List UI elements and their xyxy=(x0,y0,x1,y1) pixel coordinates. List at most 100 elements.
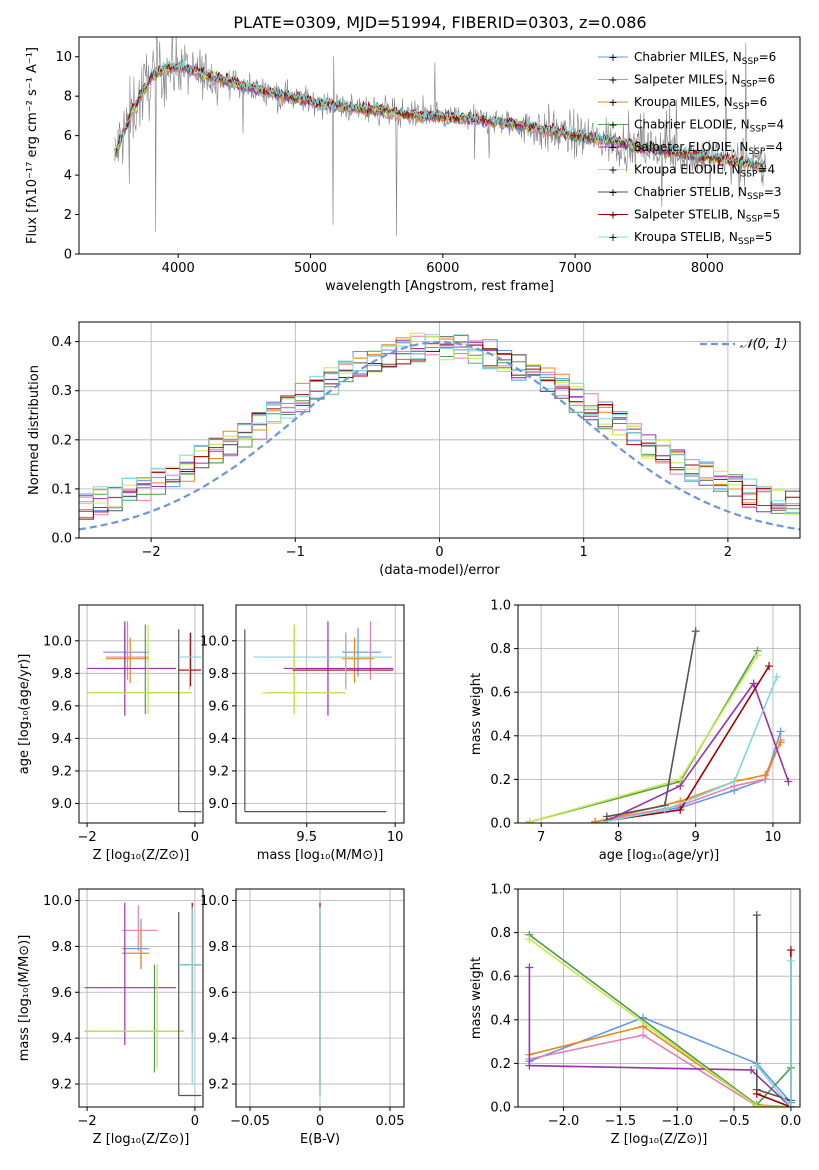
age_vs_Z-ytick-label: 9.2 xyxy=(51,764,72,779)
legend-label: Salpeter MILES, NSSP=6 xyxy=(634,73,775,90)
spectrum-ylabel: Flux [fλ10⁻¹⁷ erg cm⁻² s⁻¹ A⁻¹] xyxy=(25,47,40,244)
spectrum-ytick-label: 8 xyxy=(64,90,72,105)
spectrum-xtick-label: 7000 xyxy=(559,261,592,276)
legend-label: Kroupa STELIB, NSSP=5 xyxy=(634,230,772,247)
residuals-ytick-label: 0.1 xyxy=(51,482,72,497)
point-kroupa-miles xyxy=(776,738,785,747)
legend-label-text: Chabrier STELIB, N xyxy=(634,185,747,199)
age_vs_mass-xlabel: mass [log₁₀(M/M⊙)] xyxy=(257,848,384,863)
age_vs_mass-ytick-label: 10.0 xyxy=(200,634,229,649)
weight_vs_Z-xlabel: Z [log₁₀(Z/Z⊙)] xyxy=(611,1132,708,1147)
point-kroupa-elodie xyxy=(752,1101,761,1107)
weight_vs_Z-xtick-label: −1.0 xyxy=(661,1114,693,1129)
spectrum-ytick-label: 4 xyxy=(64,169,72,184)
weight_vs_age-plot-area xyxy=(525,627,793,823)
legend-label-n: =6 xyxy=(757,73,775,87)
point-chabrier-miles xyxy=(776,727,785,736)
figure-title: PLATE=0309, MJD=51994, FIBERID=0303, z=0… xyxy=(233,13,646,32)
weight_vs_Z-ytick-label: 1.0 xyxy=(490,883,511,898)
legend-label-n: =6 xyxy=(750,95,768,109)
legend-marker: + xyxy=(608,119,617,132)
legend-label-sub: SSP xyxy=(750,125,767,135)
point-kroupa-stelib xyxy=(772,672,781,681)
weight_vs_age-ytick-label: 0.6 xyxy=(490,686,511,701)
legend-marker: + xyxy=(608,231,617,244)
legend-label: Chabrier ELODIE, NSSP=4 xyxy=(634,118,784,135)
point-chabrier-stelib xyxy=(752,911,761,920)
mass_vs_ebv-ytick-label: 9.6 xyxy=(208,986,229,1001)
mass_vs_ebv-xtick-label: 0 xyxy=(316,1114,324,1129)
weight_vs_age-ytick-label: 0.0 xyxy=(490,817,511,832)
series-salpeter-miles xyxy=(595,739,782,823)
legend-label: Kroupa ELODIE, NSSP=4 xyxy=(634,163,775,180)
age_vs_Z-xtick-label: 0 xyxy=(191,830,199,845)
age_vs_Z-ytick-label: 9.4 xyxy=(51,732,72,747)
mass_vs_ebv-xtick-label: 0.05 xyxy=(376,1114,405,1129)
mass_vs_ebv-ytick-label: 9.8 xyxy=(208,940,229,955)
weight_vs_Z-ytick-label: 0.2 xyxy=(490,1057,511,1072)
weight_vs_age-ytick-label: 0.8 xyxy=(490,642,511,657)
series-salpeter-elodie xyxy=(528,967,792,1107)
point-kroupa-stelib xyxy=(660,805,669,814)
legend-label-sub: SSP xyxy=(738,237,755,247)
age_vs_Z-xlabel: Z [log₁₀(Z/Z⊙)] xyxy=(93,848,190,863)
point-salpeter-elodie xyxy=(747,1065,756,1074)
age_vs_mass-ytick-label: 9.8 xyxy=(208,667,229,682)
residuals-ytick-label: 0.4 xyxy=(51,335,72,350)
point-salpeter-miles xyxy=(639,1031,648,1040)
residuals-xlabel: (data-model)/error xyxy=(379,563,500,578)
spectrum-xtick-label: 6000 xyxy=(426,261,459,276)
point-salpeter-stelib xyxy=(765,662,774,671)
point-salpeter-stelib xyxy=(752,1089,761,1098)
weight_vs_Z-plot-area xyxy=(525,911,795,1107)
legend-label-sub: SSP xyxy=(746,215,763,225)
legend-label-n: =6 xyxy=(759,50,777,64)
weight_vs_age-ytick-label: 0.4 xyxy=(490,729,511,744)
series-salpeter-elodie xyxy=(606,681,790,822)
weight_vs_Z-xtick-label: 0.0 xyxy=(781,1114,802,1129)
weight_vs_Z-ytick-label: 0.8 xyxy=(490,926,511,941)
age_vs_mass-ytick-label: 9.6 xyxy=(208,699,229,714)
mass_vs_ebv-ytick-label: 10.0 xyxy=(200,894,229,909)
residuals-xtick-label: 2 xyxy=(724,545,732,560)
legend-label-sub: SSP xyxy=(748,147,765,157)
normal-legend-label: 𝒩(0, 1) xyxy=(740,337,787,352)
weight_vs_Z-ytick-label: 0.6 xyxy=(490,970,511,985)
age_vs_Z-xtick-label: −2 xyxy=(78,830,97,845)
mass_vs_Z-plot-area xyxy=(84,902,202,1097)
residuals-xtick-label: −1 xyxy=(286,545,305,560)
weight_vs_Z-ylabel: mass weight xyxy=(469,957,484,1039)
residuals-xtick-label: −2 xyxy=(142,545,161,560)
legend-label-text: Chabrier ELODIE, N xyxy=(634,118,750,132)
age_vs_Z-ytick-label: 10.0 xyxy=(43,634,72,649)
point-kroupa-miles xyxy=(639,1022,648,1031)
mass_vs_Z-panel: −2 0 9.2 9.4 9.6 9.8 10.0 Z [log₁₀(Z/Z⊙)] mass [… xyxy=(17,888,204,1147)
mass_vs_Z-xtick-label: −2 xyxy=(78,1114,97,1129)
age_vs_Z-panel: −2 0 9.0 9.2 9.4 9.6 9.8 10.0 Z [log₁₀(Z/Z⊙)] age… xyxy=(17,604,204,863)
point-kroupa-stelib xyxy=(752,1061,761,1070)
age_vs_Z-ytick-label: 9.0 xyxy=(51,797,72,812)
point-salpeter-elodie xyxy=(749,679,758,688)
weight_vs_age-xtick-label: 8 xyxy=(614,830,622,845)
legend-label-text: Salpeter STELIB, N xyxy=(634,208,746,222)
legend-marker: + xyxy=(608,96,617,109)
point-salpeter-elodie xyxy=(784,777,793,786)
spectrum-panel: 4000 5000 6000 7000 8000 0 2 4 6 8 10 wavelength [A… xyxy=(25,36,801,294)
residuals-ytick-label: 0.0 xyxy=(51,532,72,547)
series-chabrier-elodie xyxy=(529,650,759,823)
residuals-xtick-label: 1 xyxy=(580,545,588,560)
legend-marker: + xyxy=(608,209,617,222)
spectrum-xtick-label: 8000 xyxy=(691,261,724,276)
residuals-panel: −2 −1 0 1 2 0.0 0.1 0.2 0.3 0.4 (data-model)/error… xyxy=(27,321,801,578)
legend-label-text: Kroupa MILES, N xyxy=(634,95,733,109)
spectrum-xtick-label: 5000 xyxy=(294,261,327,276)
spectrum-xtick-label: 4000 xyxy=(162,261,195,276)
legend-marker: + xyxy=(608,141,617,154)
legend-marker: + xyxy=(608,51,617,64)
legend-label-n: =4 xyxy=(765,140,783,154)
residuals-xtick-label: 0 xyxy=(435,545,443,560)
spectrum-ytick-label: 10 xyxy=(55,50,72,65)
residuals-ylabel: Normed distribution xyxy=(27,365,42,495)
weight_vs_Z-frame xyxy=(517,888,801,1108)
